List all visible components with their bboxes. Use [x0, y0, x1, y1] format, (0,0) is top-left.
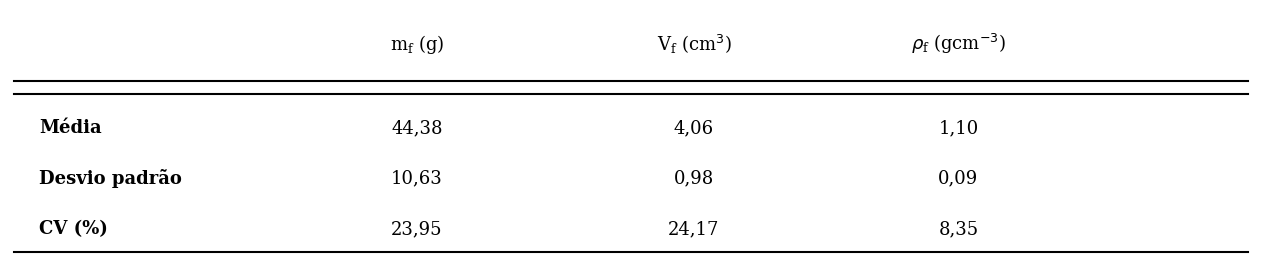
Text: 44,38: 44,38	[391, 119, 443, 137]
Text: 10,63: 10,63	[391, 170, 443, 188]
Text: 0,98: 0,98	[674, 170, 714, 188]
Text: 4,06: 4,06	[674, 119, 714, 137]
Text: CV (%): CV (%)	[39, 220, 109, 238]
Text: m$_\mathregular{f}$ (g): m$_\mathregular{f}$ (g)	[390, 33, 444, 56]
Text: 24,17: 24,17	[669, 220, 719, 238]
Text: 23,95: 23,95	[391, 220, 443, 238]
Text: 1,10: 1,10	[938, 119, 978, 137]
Text: Desvio padrão: Desvio padrão	[39, 169, 182, 188]
Text: 8,35: 8,35	[939, 220, 978, 238]
Text: $\rho_\mathregular{f}$ (gcm$^{-3}$): $\rho_\mathregular{f}$ (gcm$^{-3}$)	[911, 33, 1006, 57]
Text: Média: Média	[39, 119, 102, 137]
Text: V$_\mathregular{f}$ (cm$^3$): V$_\mathregular{f}$ (cm$^3$)	[656, 33, 731, 56]
Text: 0,09: 0,09	[938, 170, 978, 188]
